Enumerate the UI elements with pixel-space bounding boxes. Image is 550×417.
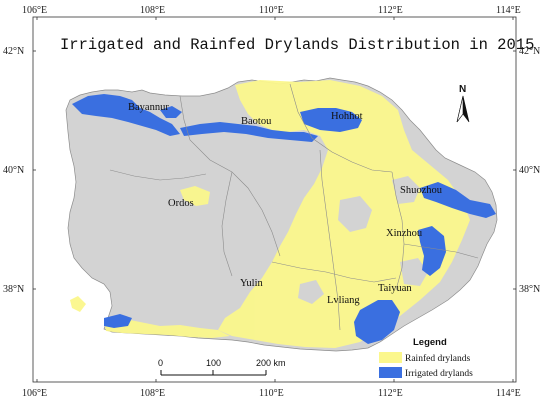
scale-bar: 0 100 200 km [158,358,286,376]
legend-swatch-rainfed [379,352,402,363]
top-ticks [36,17,514,20]
scale-label-100: 100 [206,358,221,368]
lat-label-left-38: 38°N [3,284,24,295]
city-label-yulin: Yulin [240,278,264,289]
city-label-hohhot: Hohhot [331,111,363,122]
legend-label-rainfed: Rainfed drylands [405,353,470,364]
lon-label-top-110: 110°E [259,5,284,16]
city-label-taiyuan: Taiyuan [378,283,412,294]
lon-label-top-108: 108°E [140,5,165,16]
scale-label-200: 200 km [256,358,286,368]
north-arrow-label: N [459,84,466,95]
city-label-ordos: Ordos [168,198,194,209]
irrigated-drylands-layer [72,94,496,344]
lon-label-bottom-110: 110°E [259,388,284,399]
map-title: Irrigated and Rainfed Drylands Distribut… [60,36,534,54]
lon-label-top-112: 112°E [378,5,403,16]
non-dryland-patches [298,176,428,304]
admin-boundaries [109,83,479,331]
city-label-shuozhou: Shuozhou [400,185,443,196]
scale-label-0: 0 [158,358,163,368]
legend-label-irrigated: Irrigated drylands [405,369,473,379]
lat-label-left-42: 42°N [3,46,24,57]
lon-label-top-114: 114°E [496,5,521,16]
lon-label-bottom-112: 112°E [378,388,403,399]
lon-label-bottom-108: 108°E [140,388,165,399]
city-label-bayannur: Bayannur [128,102,169,113]
north-arrow: N [456,84,470,123]
legend-title: Legend [413,337,447,348]
lat-label-right-38: 38°N [519,284,540,295]
city-label-lvliang: Lvliang [327,295,360,306]
legend: Legend Rainfed drylands Irrigated drylan… [379,337,473,379]
lat-label-right-40: 40°N [519,165,540,176]
city-label-xinzhou: Xinzhou [386,228,423,239]
city-label-baotou: Baotou [241,116,272,127]
lon-label-bottom-106: 106°E [22,388,47,399]
lon-label-top-106: 106°E [22,5,47,16]
lon-label-bottom-114: 114°E [496,388,521,399]
lat-label-right-42: 42°N [519,46,540,57]
legend-swatch-irrigated [379,367,402,378]
bottom-ticks [36,379,514,382]
side-ticks [33,50,516,290]
lat-label-left-40: 40°N [3,165,24,176]
